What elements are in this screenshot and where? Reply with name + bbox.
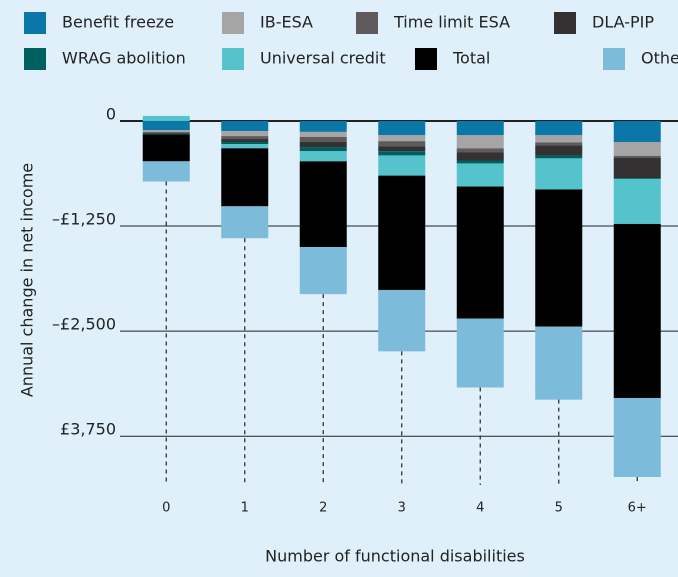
x-tick-label: 4 bbox=[476, 501, 484, 516]
x-axis-title: Number of functional disabilities bbox=[265, 547, 525, 566]
bar-segment bbox=[456, 186, 504, 319]
bar-segment bbox=[378, 146, 426, 152]
legend-label: Benefit freeze bbox=[62, 13, 174, 32]
bar-segment bbox=[221, 144, 269, 149]
bar-segment bbox=[613, 141, 661, 156]
bar-segment bbox=[221, 148, 269, 207]
bar-segment bbox=[535, 142, 583, 146]
x-tick-label: 3 bbox=[398, 501, 406, 516]
bar-segment bbox=[613, 223, 661, 398]
bar-segment bbox=[142, 120, 190, 131]
x-tick-label: 1 bbox=[241, 501, 249, 516]
bar-segment bbox=[535, 135, 583, 143]
bar-segment bbox=[142, 161, 190, 182]
legend-label: Total bbox=[452, 49, 490, 68]
y-tick-label: –£2,500 bbox=[52, 315, 116, 334]
legend-swatch bbox=[554, 12, 576, 34]
legend-label: Other reforms bbox=[641, 49, 678, 68]
bar-segment bbox=[221, 141, 269, 145]
bar-segment bbox=[299, 120, 347, 132]
bar-segment bbox=[142, 131, 190, 133]
legend-swatch bbox=[356, 12, 378, 34]
bar-segment bbox=[299, 161, 347, 248]
bar-segment bbox=[299, 151, 347, 162]
bar-segment bbox=[613, 157, 661, 179]
bar-segment bbox=[456, 318, 504, 388]
bar-segment bbox=[142, 133, 190, 135]
legend-label: WRAG abolition bbox=[62, 49, 186, 68]
legend-swatch bbox=[222, 48, 244, 70]
legend-swatch bbox=[222, 12, 244, 34]
bar-segment bbox=[535, 155, 583, 159]
bar-segment bbox=[221, 206, 269, 239]
x-tick-label: 0 bbox=[162, 501, 170, 516]
bar-segment bbox=[299, 247, 347, 295]
bar-segment bbox=[378, 175, 426, 290]
bar-segment bbox=[221, 120, 269, 132]
bar-segment bbox=[378, 155, 426, 176]
bar-segment bbox=[378, 120, 426, 136]
y-tick-label: 0 bbox=[106, 104, 116, 123]
bar-segment bbox=[456, 148, 504, 153]
bar-segment bbox=[456, 120, 504, 136]
bar-segment bbox=[535, 158, 583, 190]
bar-segment bbox=[299, 147, 347, 152]
bar-segment bbox=[142, 115, 190, 121]
bar-segment bbox=[613, 178, 661, 179]
y-tick-label: –£1,250 bbox=[52, 210, 116, 229]
bar-segment bbox=[456, 135, 504, 149]
legend-label: IB-ESA bbox=[260, 13, 313, 32]
x-tick-label: 2 bbox=[319, 501, 327, 516]
bar-segment bbox=[456, 152, 504, 161]
legend-swatch bbox=[415, 48, 437, 70]
bar-segment bbox=[613, 178, 661, 224]
bar-segment bbox=[299, 136, 347, 142]
x-tick-label: 6+ bbox=[628, 501, 647, 516]
bar-segment bbox=[613, 120, 661, 142]
bar-segment bbox=[535, 326, 583, 400]
bar-segment bbox=[613, 155, 661, 158]
bar-segment bbox=[378, 141, 426, 147]
bar-segment bbox=[535, 189, 583, 327]
bar-segment bbox=[378, 135, 426, 142]
y-tick-label: £3,750 bbox=[60, 420, 116, 439]
y-axis-title: Annual change in net income bbox=[18, 163, 37, 397]
bar-segment bbox=[535, 145, 583, 156]
legend-swatch bbox=[24, 12, 46, 34]
bar-segment bbox=[221, 131, 269, 137]
bar-segment bbox=[613, 397, 661, 478]
legend-label: Time limit ESA bbox=[393, 13, 510, 32]
legend-label: Universal credit bbox=[260, 49, 386, 68]
bar-segment bbox=[142, 132, 190, 134]
bar-segment bbox=[456, 160, 504, 164]
legend-swatch bbox=[603, 48, 625, 70]
bar-segment bbox=[142, 134, 190, 162]
bar-segment bbox=[221, 136, 269, 140]
bar-segment bbox=[378, 289, 426, 352]
bar-segment bbox=[378, 151, 426, 156]
bar-segment bbox=[221, 139, 269, 142]
bar-segment bbox=[299, 131, 347, 137]
bar-segment bbox=[456, 163, 504, 187]
legend-swatch bbox=[24, 48, 46, 70]
bar-segment bbox=[299, 141, 347, 148]
legend-label: DLA-PIP bbox=[592, 13, 654, 32]
bar-segment bbox=[535, 120, 583, 136]
bar-segment bbox=[142, 130, 190, 132]
x-tick-label: 5 bbox=[555, 501, 563, 516]
